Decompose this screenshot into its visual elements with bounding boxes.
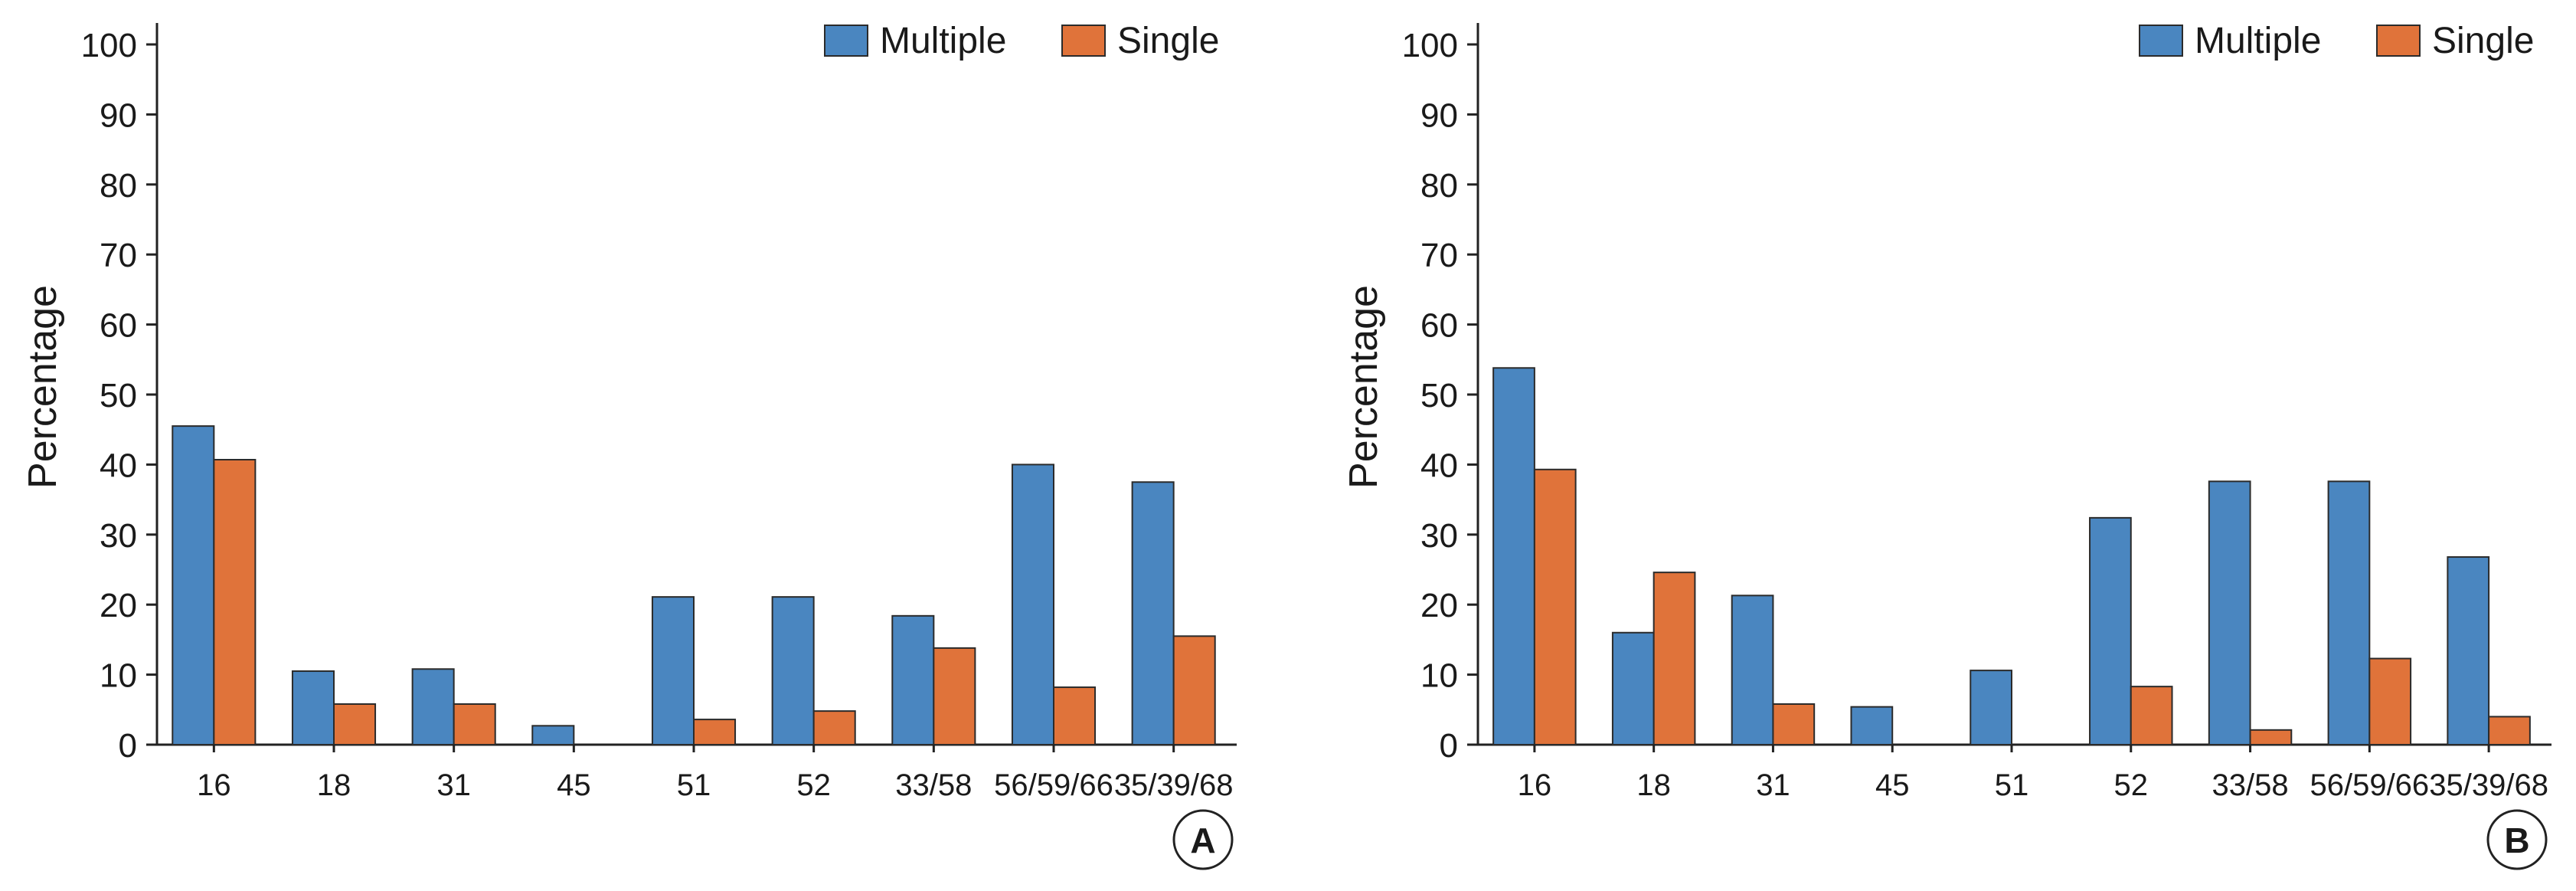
bar-multiple-35-39-68 [1131,481,1175,745]
chart-panel-b: 0 10 20 30 40 50 60 70 80 90 100 Percentage 16 18 31 45… [1342,21,2551,870]
x-tick-label: 45 [1875,768,1910,802]
bar-multiple-45 [531,725,575,746]
bar-multiple-52 [771,596,815,745]
bar-multiple-18 [1611,631,1655,746]
y-tick-label: 100 [81,27,137,64]
legend-label-multiple: Multiple [880,21,1006,61]
legend-label-single: Single [2432,21,2534,61]
bar-single-35-39-68 [1172,635,1216,746]
y-tick-label: 90 [100,97,137,134]
y-tick-label: 60 [100,307,137,345]
x-tick-label: 33/58 [2212,768,2289,802]
y-tick-label: 20 [1420,587,1458,624]
y-tick-label: 20 [100,587,137,624]
x-tick-label: 31 [436,768,471,802]
bar-single-35-39-68 [2488,716,2531,746]
y-tick-label: 50 [1420,377,1458,414]
legend: Multiple Single [2139,21,2534,61]
bar-single-16 [1533,468,1577,745]
bar-multiple-16 [1492,367,1535,745]
bar-multiple-31 [1731,595,1774,745]
y-tick-label: 70 [1420,237,1458,274]
y-axis-title: Percentage [21,285,65,489]
legend-label-single: Single [1117,21,1219,61]
y-tick-label: 80 [100,167,137,205]
legend-label-multiple: Multiple [2195,21,2321,61]
y-tick-label: 0 [1440,727,1458,765]
legend-swatch-multiple [2139,25,2183,57]
bar-single-56-59-66 [1053,686,1097,745]
y-tick-label: 80 [1420,167,1458,205]
bar-multiple-33-58 [891,614,935,745]
y-tick-label: 60 [1420,307,1458,345]
x-tick-label: 52 [796,768,831,802]
x-tick-label: 31 [1756,768,1790,802]
bar-single-33-58 [2249,729,2293,746]
y-tick-label: 50 [100,377,137,414]
bar-multiple-18 [291,670,335,746]
x-tick-label: 35/39/68 [2429,768,2548,802]
x-tick-label: 56/59/66 [2310,768,2429,802]
bar-multiple-33-58 [2208,480,2251,745]
bar-multiple-51 [651,596,695,745]
x-tick-label: 33/58 [895,768,972,802]
y-tick-label: 40 [1420,447,1458,484]
bar-multiple-31 [411,668,455,746]
x-tick-label: 35/39/68 [1114,768,1234,802]
bar-single-56-59-66 [2368,657,2412,745]
bar-multiple-51 [1970,670,2012,746]
legend-swatch-multiple [824,25,868,57]
legend: Multiple Single [824,21,1219,61]
bar-multiple-52 [2089,516,2132,745]
x-tick-label: 51 [1995,768,2029,802]
y-tick-label: 10 [100,657,137,695]
y-tick-label: 0 [119,727,137,765]
bar-single-33-58 [933,647,976,745]
bar-multiple-56-59-66 [2327,480,2371,745]
legend-swatch-single [2376,25,2421,57]
y-tick-label: 100 [1402,27,1458,64]
x-tick-label: 45 [557,768,591,802]
bar-multiple-16 [172,425,215,745]
panel-letter: A [1190,821,1215,860]
bar-single-52 [812,710,856,745]
bar-multiple-45 [1850,706,1894,745]
y-tick-label: 90 [1420,97,1458,134]
bar-multiple-35-39-68 [2447,556,2490,745]
bar-single-31 [453,703,496,745]
y-tick-label: 30 [1420,517,1458,555]
bar-single-16 [213,459,257,745]
x-tick-label: 56/59/66 [994,768,1113,802]
bar-single-18 [333,703,377,745]
bar-single-52 [2130,686,2173,745]
bar-single-18 [1652,572,1696,745]
x-tick-label: 16 [197,768,231,802]
panel-letter-circle [1172,809,1234,870]
panel-letter-circle [2486,809,2548,870]
y-axis-title: Percentage [1342,285,1386,489]
y-tick-label: 30 [100,517,137,555]
bar-single-51 [693,719,737,746]
x-tick-label: 52 [2114,768,2149,802]
chart-panel-a: 0 10 20 30 40 50 60 70 80 90 100 Percentage 16 18 31 45… [21,21,1237,870]
bar-multiple-56-59-66 [1011,464,1054,746]
y-tick-label: 40 [100,447,137,484]
bar-single-31 [1772,703,1816,745]
panel-letter: B [2504,821,2529,860]
x-tick-label: 18 [317,768,351,802]
y-tick-label: 70 [100,237,137,274]
x-tick-label: 16 [1518,768,1552,802]
y-tick-label: 10 [1420,657,1458,695]
legend-swatch-single [1061,25,1106,57]
x-tick-label: 51 [677,768,711,802]
x-tick-label: 18 [1636,768,1671,802]
